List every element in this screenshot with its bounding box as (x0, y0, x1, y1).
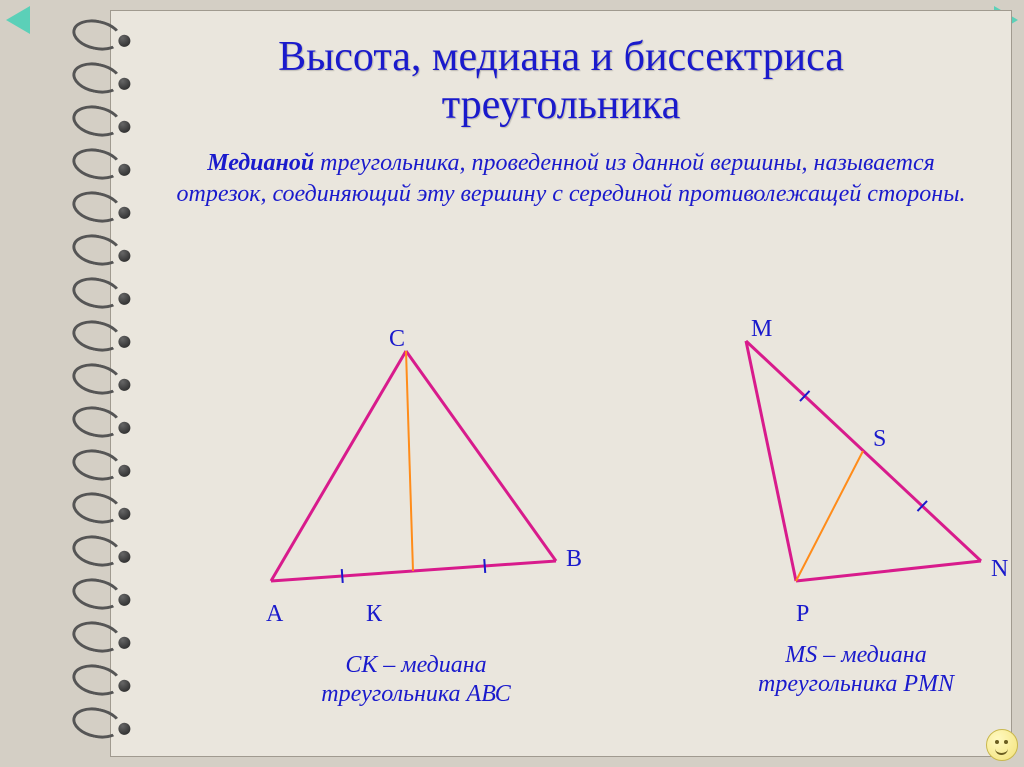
vertex-label-S: S (873, 426, 886, 453)
vertex-label-С: С (389, 326, 405, 353)
vertex-label-N: N (991, 556, 1008, 583)
triangle-caption: MS – медиана треугольника PMN (706, 641, 1006, 699)
vertex-label-А: А (266, 601, 283, 628)
vertex-label-М: М (751, 316, 772, 343)
vertex-label-В: В (566, 546, 582, 573)
title-line-2: треугольника (442, 82, 681, 128)
slide-title: Высота, медиана и биссектриса треугольни… (111, 33, 1011, 130)
nav-prev-arrow[interactable] (6, 6, 30, 34)
title-line-1: Высота, медиана и биссектриса (278, 34, 844, 80)
smiley-icon[interactable] (986, 729, 1018, 761)
spiral-binding (72, 20, 132, 740)
triangle-caption: СК – медиана треугольника АВС (266, 651, 566, 709)
vertex-label-Р: Р (796, 601, 809, 628)
slide-content: Высота, медиана и биссектриса треугольни… (110, 10, 1012, 757)
definition-text: Медианой треугольника, проведенной из да… (171, 148, 971, 210)
definition-term: Медианой (207, 150, 314, 176)
diagram-stage: АВСКСК – медиана треугольника АВСМNРSMS … (171, 311, 991, 731)
vertex-label-К: К (366, 601, 382, 628)
geometry-svg (171, 311, 991, 631)
